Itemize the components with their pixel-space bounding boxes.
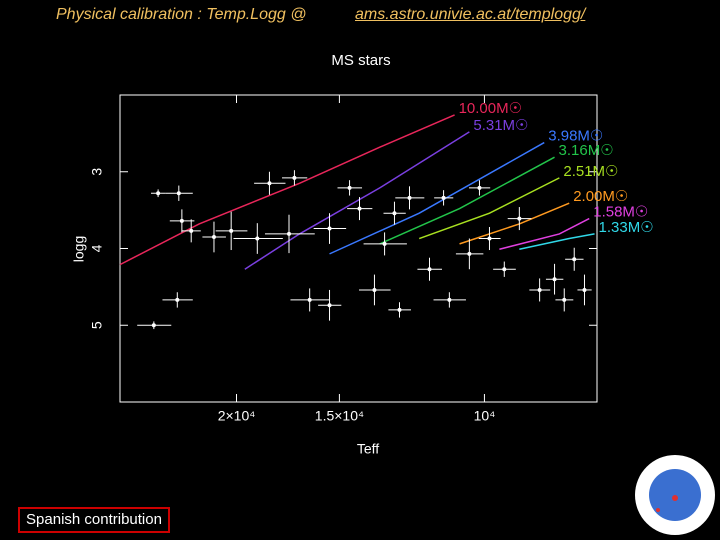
y-tick-label: 5 [89,321,105,329]
point [562,297,567,302]
point [382,241,387,246]
track-label: 1.33M☉ [599,219,654,236]
point [292,175,297,180]
point [552,277,557,282]
point [441,195,446,200]
track-label: 10.00M☉ [459,100,522,117]
point [467,251,472,256]
point [427,267,432,272]
track-label: 3.16M☉ [559,142,614,159]
point [537,287,542,292]
point [286,231,291,236]
point [189,228,194,233]
track-label: 2.51M☉ [563,163,618,180]
track-label: 2.00M☉ [573,188,628,205]
track-line [119,114,455,266]
point [347,185,352,190]
point [179,218,184,223]
point [517,216,522,221]
point [582,287,587,292]
x-axis-label: Teff [357,441,379,457]
chart-title: MS stars [331,52,390,69]
y-tick-label: 4 [89,244,105,252]
point [487,236,492,241]
track-label: 1.58M☉ [593,204,648,221]
point [211,234,216,239]
header-link[interactable]: ams.astro.univie.ac.at/templogg/ [355,6,586,23]
point [502,267,507,272]
track-label: 5.31M☉ [473,117,528,134]
track-line [499,217,590,250]
y-axis-label: logg [71,236,87,262]
point [327,226,332,231]
point [255,236,260,241]
point [229,228,234,233]
point [392,211,397,216]
point [267,181,272,186]
point [151,323,156,328]
y-tick-label: 3 [89,168,105,176]
spanish-contribution-button[interactable]: Spanish contribution [18,507,170,533]
point [176,191,181,196]
track-line [519,233,595,251]
x-tick-label: 2×10⁴ [218,408,256,424]
logo [635,455,715,535]
point [477,185,482,190]
track-line [329,141,545,255]
x-tick-label: 1.5×10⁴ [315,408,364,424]
point [572,257,577,262]
track-label: 3.98M☉ [548,128,603,145]
point [372,287,377,292]
point [357,206,362,211]
point [447,297,452,302]
track-line [379,156,555,245]
point [407,195,412,200]
track-line [459,202,570,245]
header-text: Physical calibration : Temp.Logg @ [56,6,307,23]
point [175,297,180,302]
point [397,307,402,312]
point [156,191,161,196]
track-line [418,177,560,240]
point [307,297,312,302]
x-tick-label: 10⁴ [474,408,496,424]
track-line [244,131,470,270]
point [327,303,332,308]
